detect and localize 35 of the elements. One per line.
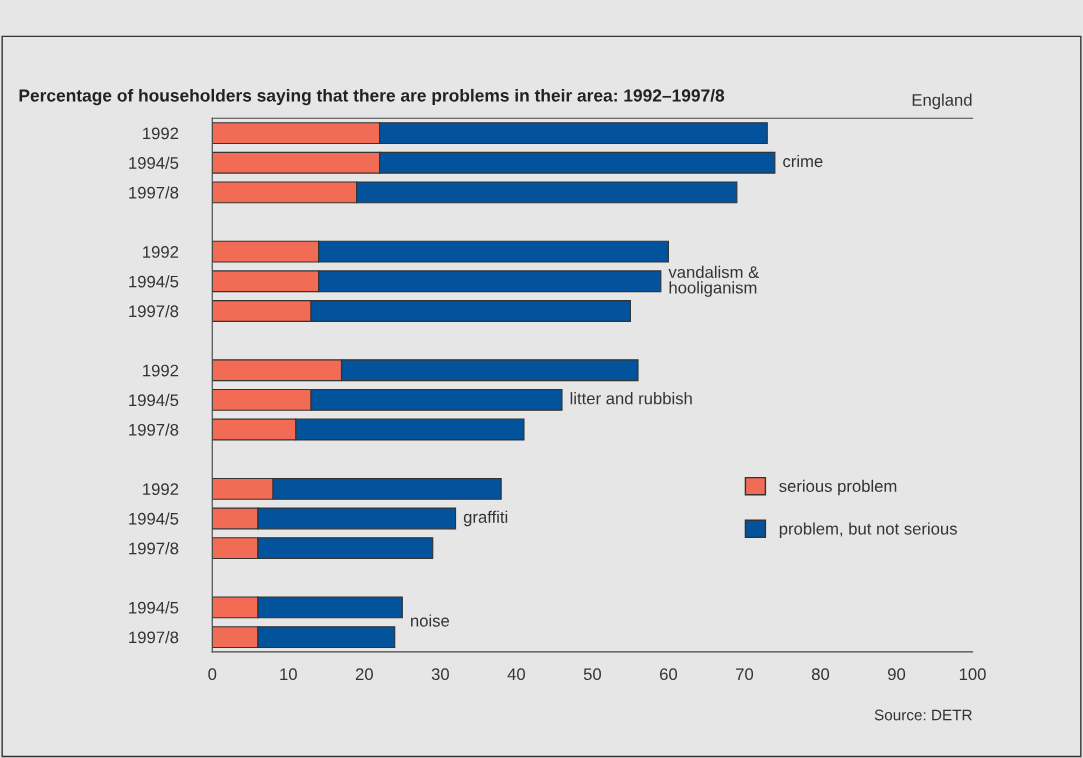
x-tick-label: 10 — [280, 668, 297, 681]
x-tick-label: 40 — [507, 668, 525, 681]
x-tick-label: 80 — [811, 668, 830, 681]
legend-label: problem, but not serious — [779, 522, 957, 538]
chart-subtitle: England — [912, 93, 972, 110]
y-tick-label: 1994/5 — [129, 275, 179, 288]
x-tick-label: 30 — [431, 668, 449, 681]
y-tick-label: 1994/5 — [129, 601, 179, 614]
y-tick-label: 1994/5 — [129, 512, 179, 525]
y-tick-label: 1997/8 — [129, 304, 179, 318]
x-tick-label: 60 — [660, 668, 678, 681]
annotation: vandalism & hooliganism — [668, 265, 759, 297]
x-tick-label: 100 — [959, 668, 986, 681]
chart-title: Percentage of householders saying that there are problems in their area: 1992–1997/8 — [19, 88, 725, 106]
legend-label: serious problem — [779, 479, 897, 496]
x-tick-label: 0 — [208, 668, 217, 681]
y-tick-label: 1992 — [143, 364, 179, 377]
annotation: litter and rubbish — [570, 392, 692, 405]
annotation: graffiti — [463, 510, 508, 527]
source-note: Source: DETR — [874, 709, 972, 721]
x-tick-label: 20 — [355, 668, 373, 681]
x-tick-label: 90 — [888, 668, 906, 681]
x-tick-label: 70 — [736, 668, 754, 681]
y-tick-label: 1997/8 — [129, 631, 179, 644]
y-tick-label: 1992 — [143, 246, 179, 258]
y-tick-label: 1992 — [143, 483, 179, 496]
y-tick-label: 1997/8 — [129, 542, 179, 555]
x-tick-label: 50 — [583, 668, 602, 681]
y-tick-label: 1997/8 — [129, 186, 179, 199]
y-tick-label: 1997/8 — [129, 423, 179, 436]
annotation: crime — [783, 154, 823, 168]
y-tick-label: 1994/5 — [129, 393, 179, 407]
y-tick-label: 1992 — [143, 127, 179, 140]
annotation: noise — [411, 614, 450, 627]
y-tick-label: 1994/5 — [129, 156, 179, 169]
